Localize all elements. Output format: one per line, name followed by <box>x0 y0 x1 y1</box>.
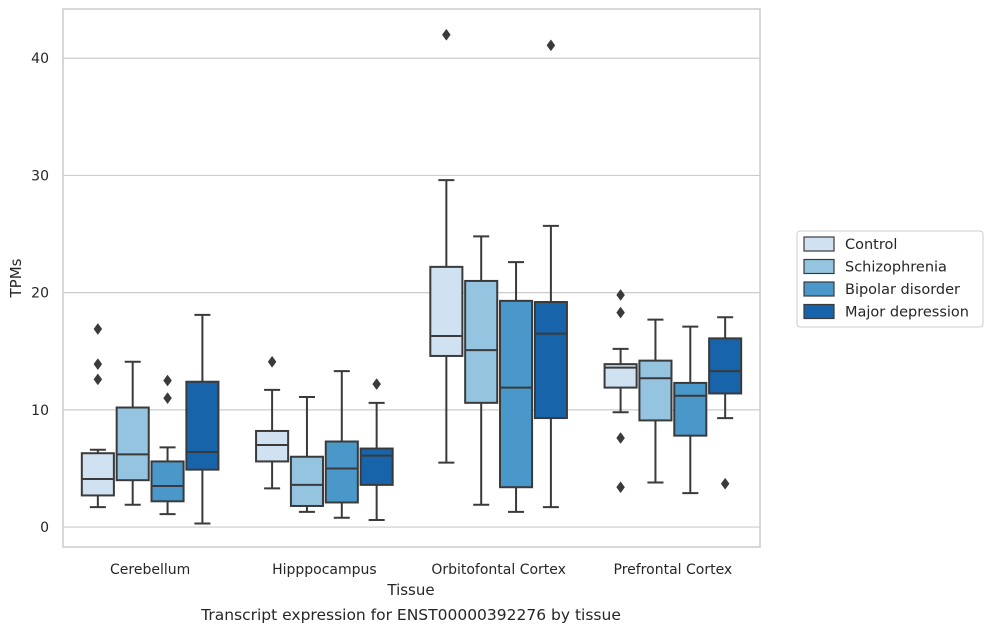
outlier-point-1 <box>616 481 625 494</box>
box-1-3 <box>429 28 464 464</box>
outlier-point-2 <box>163 374 172 387</box>
box-body <box>80 452 115 497</box>
x-tick-label-3: Orbitofontal Cortex <box>431 562 566 578</box>
outlier-point-1 <box>720 477 730 490</box>
box-body <box>289 455 324 507</box>
box-body <box>673 381 708 437</box>
box-body <box>429 265 464 357</box>
box-3-2 <box>324 370 359 519</box>
box-2-3 <box>464 235 499 506</box>
y-tick-label-10: 10 <box>31 403 49 419</box>
outlier-point-1 <box>442 28 451 41</box>
legend-label: Schizophrenia <box>845 260 947 276</box>
box-1-4 <box>603 289 638 494</box>
y-tick-label-0: 0 <box>40 520 49 536</box>
box-4-2 <box>359 378 394 522</box>
box-body <box>499 299 534 489</box>
box-body <box>115 406 150 482</box>
y-tick-label-40: 40 <box>31 51 49 67</box>
legend-swatch <box>803 258 835 275</box>
x-tick-label-4: Prefrontal Cortex <box>614 562 733 578</box>
outlier-point-3 <box>93 323 103 335</box>
x-axis-label: Tissue <box>386 581 434 599</box>
outlier-point-1 <box>267 355 277 368</box>
box-1-2 <box>255 355 290 490</box>
box-3-4 <box>673 325 708 495</box>
legend-label: Major depression <box>845 305 969 321</box>
box-2-1 <box>115 360 150 506</box>
legend-swatch <box>803 236 835 252</box>
legend-item-2: Schizophrenia <box>803 258 947 276</box>
y-tick-label-30: 30 <box>31 168 49 184</box>
legend-item-3: Bipolar disorder <box>803 281 960 298</box>
legend-frame <box>796 230 984 328</box>
legend-swatch <box>803 281 835 297</box>
legend-label: Bipolar disorder <box>845 282 960 298</box>
x-tick-label-2: Hipppocampus <box>272 562 377 578</box>
box-body <box>708 337 743 395</box>
box-4-1 <box>185 313 220 525</box>
box-body <box>359 447 394 486</box>
box-body <box>185 380 220 471</box>
legend-swatch <box>803 303 835 320</box>
y-axis-label: TPMs <box>7 258 25 298</box>
box-body <box>464 279 499 404</box>
outlier-point-4 <box>616 289 625 301</box>
box-body <box>603 363 638 389</box>
outlier-point-3 <box>616 306 625 319</box>
box-body <box>324 440 359 504</box>
legend-label: Control <box>845 237 897 253</box>
outlier-point-2 <box>616 432 625 444</box>
outlier-point-1 <box>93 373 103 386</box>
box-3-3 <box>499 261 534 513</box>
box-2-2 <box>289 395 324 513</box>
x-tick-label-1: Cerebellum <box>110 562 190 578</box>
y-tick-labels: 0 10 20 30 40 <box>31 51 49 536</box>
box-body <box>638 359 673 422</box>
x-tick-labels: Cerebellum Hipppocampus Orbitofontal Corte… <box>110 562 732 578</box>
legend-item-1: Control <box>803 236 897 253</box>
outlier-point-1 <box>546 39 556 52</box>
legend-item-4: Major depression <box>803 303 969 321</box>
chart-caption: Transcript expression for ENST0000039227… <box>201 606 621 624</box>
outlier-point-1 <box>163 392 172 405</box>
legend-items: Control Schizophrenia Bipolar disorder Majo… <box>803 236 969 321</box>
outlier-point-1 <box>372 378 381 391</box>
box-body <box>533 301 568 420</box>
legend: Control Schizophrenia Bipolar disorder Majo… <box>796 230 984 328</box>
outlier-point-2 <box>93 358 103 371</box>
y-tick-label-20: 20 <box>31 286 49 302</box>
box-body <box>150 460 185 503</box>
box-4-4 <box>708 316 743 490</box>
boxes <box>80 28 743 525</box>
box-4-3 <box>533 39 568 509</box>
box-2-4 <box>638 318 673 484</box>
box-1-1 <box>80 323 115 509</box>
plot-frame <box>62 8 761 548</box>
box-body <box>255 429 290 463</box>
box-3-1 <box>150 374 185 516</box>
